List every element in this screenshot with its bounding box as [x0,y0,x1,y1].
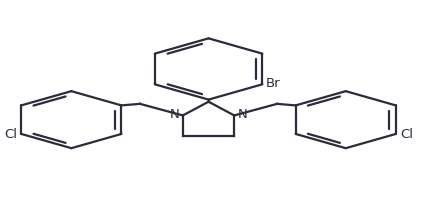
Text: Cl: Cl [4,128,17,141]
Text: N: N [237,108,247,121]
Text: Br: Br [265,77,280,90]
Text: N: N [169,108,179,121]
Text: Cl: Cl [399,128,412,141]
